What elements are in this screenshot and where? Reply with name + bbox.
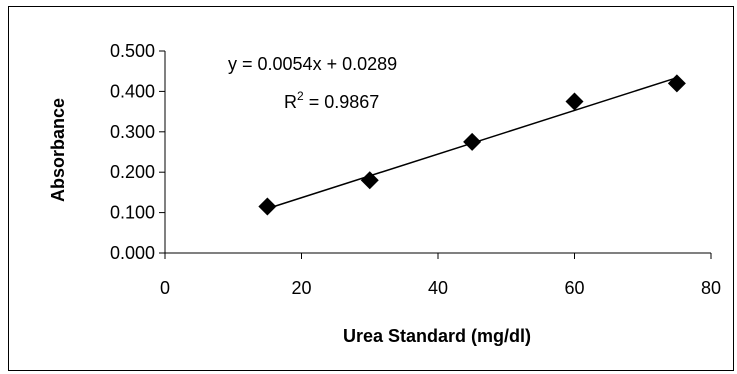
x-axis-title: Urea Standard (mg/dl) (343, 326, 531, 346)
y-tick-label: 0.500 (110, 41, 155, 61)
y-tick-label: 0.200 (110, 162, 155, 182)
chart-frame (8, 6, 734, 371)
x-ticks: 0 20 40 60 80 (160, 253, 721, 298)
y-tick-label: 0.300 (110, 122, 155, 142)
y-axis-title: Absorbance (48, 98, 68, 202)
y-tick-label: 0.400 (110, 81, 155, 101)
x-tick-label: 60 (564, 278, 584, 298)
r2-prefix: R (284, 92, 297, 112)
data-point (258, 197, 277, 216)
r-squared-label: R2 = 0.9867 (284, 89, 379, 112)
r2-superscript: 2 (297, 89, 304, 103)
x-tick-label: 20 (291, 278, 311, 298)
axes (164, 51, 711, 254)
y-tick-label: 0.000 (110, 243, 155, 263)
x-tick-label: 80 (701, 278, 721, 298)
x-tick-label: 40 (428, 278, 448, 298)
y-tick-label: 0.100 (110, 203, 155, 223)
data-point (565, 92, 584, 111)
data-point (360, 171, 379, 190)
data-points (258, 74, 686, 216)
data-point (463, 132, 482, 151)
x-tick-label: 0 (160, 278, 170, 298)
y-ticks: 0.000 0.100 0.200 0.300 0.400 0.500 (110, 41, 165, 263)
trendline-equation: y = 0.0054x + 0.0289 (228, 54, 397, 74)
data-point (667, 74, 686, 93)
r2-value: = 0.9867 (304, 92, 380, 112)
